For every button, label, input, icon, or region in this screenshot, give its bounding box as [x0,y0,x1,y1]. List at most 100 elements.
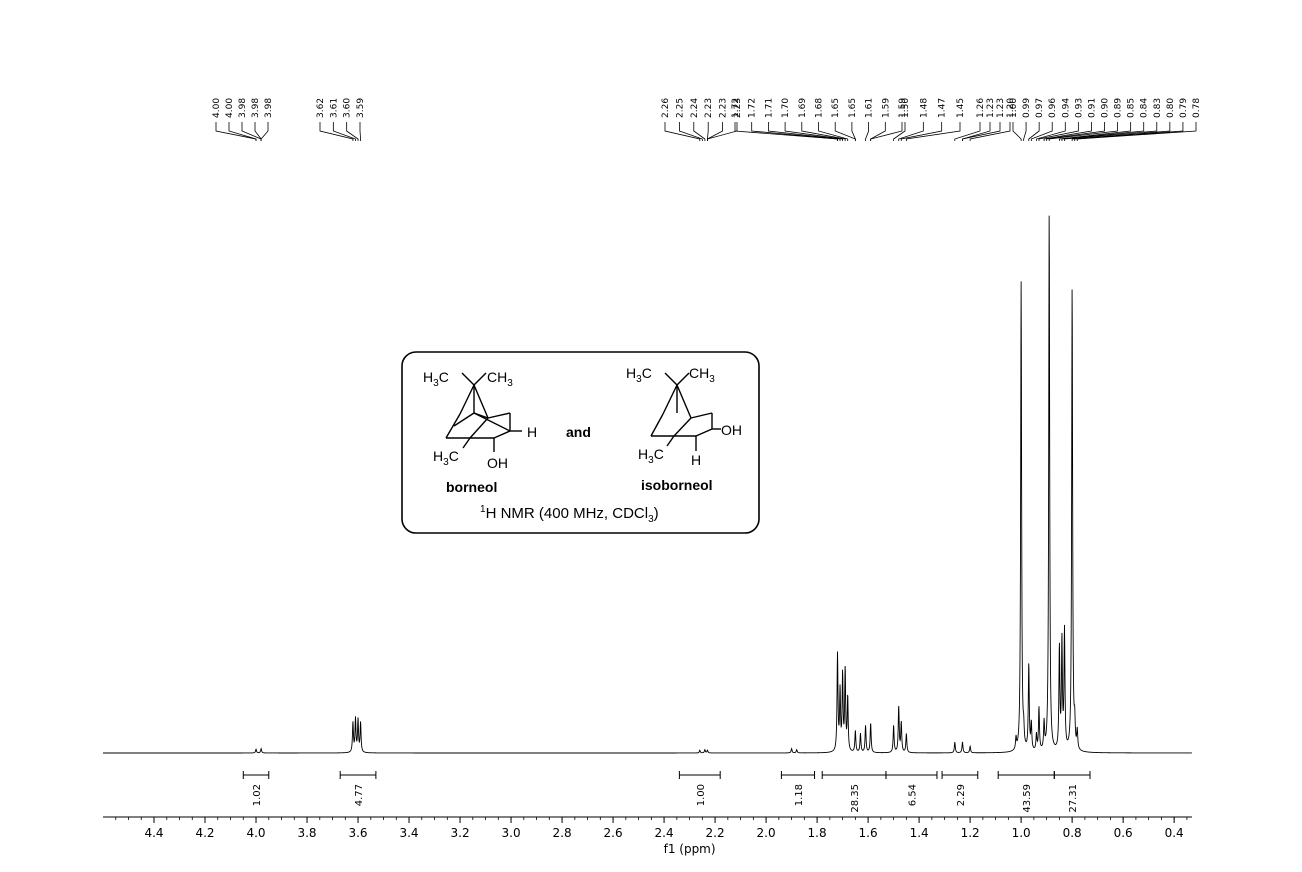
peak-label-connector [679,122,703,141]
peak-label: 0.96 [1048,98,1058,118]
caption-sub: 3 [648,514,654,525]
borneol-h3c-left: H3C [423,369,449,389]
peak-label: 0.90 [1101,98,1111,118]
borneol-oh-sub: OH [487,455,508,471]
peak-label: 3.98 [264,98,274,118]
peak-label: 1.61 [865,98,875,118]
peak-label-connector [707,122,709,141]
x-tick-label: 1.2 [961,826,980,840]
peak-label-connector [1023,122,1027,141]
peak-label: 1.48 [919,98,929,118]
peak-label: 1.00 [1009,98,1019,118]
peak-label-connector [1043,122,1092,141]
integral-value: 6.54 [907,784,918,806]
peak-label-connector [893,122,906,141]
caption-close: ) [654,505,659,522]
peak-label-connector [1048,122,1118,141]
peak-label: 1.45 [956,98,966,118]
peak-label-connector [784,122,844,141]
structure-inset: H3C CH3 H H3C OH borneol and H3C CH3 OH [401,351,760,534]
integral-value: 4.77 [354,784,365,806]
x-tick-label: 4.2 [195,826,214,840]
x-tick-label: 2.2 [706,826,725,840]
peak-label: 1.68 [815,98,825,118]
integral-value: 1.02 [252,784,263,806]
inset-box [401,351,760,534]
peak-label: 3.61 [329,98,339,118]
peak-label: 1.23 [986,98,996,118]
peak-label-connector [969,122,1011,141]
peak-label-connector [693,122,706,141]
peak-label: 2.23 [719,98,729,118]
integral-value: 27.31 [1068,784,1079,813]
and-label: and [566,424,591,440]
peak-label-connector [319,122,354,141]
spectrum-area [103,215,1192,754]
peak-label-connector [664,122,701,141]
x-tick-label: 3.2 [451,826,470,840]
peak-label: 1.70 [781,98,791,118]
peak-label-connector [865,122,869,141]
x-tick-label: 4.0 [246,826,265,840]
isoborneol-name: isoborneol [641,477,713,493]
peak-label-connector [1030,122,1053,141]
peak-label-connector [1071,122,1171,141]
peak-label-connector [1076,122,1197,141]
peak-label: 3.62 [316,98,326,118]
isoborneol-h3c-bottom: H3C [638,446,664,466]
peak-label: 2.23 [733,98,743,118]
borneol-name: borneol [446,479,497,495]
peak-label: 3.98 [238,98,248,118]
peak-label: 1.26 [976,98,986,118]
x-tick-label: 3.4 [399,826,418,840]
peak-label-connector [1038,122,1079,141]
x-tick-label: 2.6 [604,826,623,840]
integral-value: 1.18 [794,784,805,806]
peak-label-connector [359,122,361,141]
peak-label: 1.50 [901,98,911,118]
peak-label: 0.99 [1022,98,1032,118]
x-tick-label: 0.6 [1114,826,1133,840]
x-tick-label: 1.6 [859,826,878,840]
peak-label-connector [801,122,846,141]
peak-label-connector [818,122,849,141]
isoborneol-oh-sub: OH [721,422,742,438]
peak-label-connector [768,122,841,141]
peak-label: 1.65 [831,98,841,118]
isoborneol-h3c-left: H3C [626,365,652,385]
caption-main: H NMR (400 MHz, CDCl [486,505,649,522]
peak-label-connector [962,122,1001,141]
peak-label: 1.59 [881,98,891,118]
borneol-h3c-bottom: H3C [433,448,459,468]
nmr-caption: 1H NMR (400 MHz, CDCl3) [480,504,659,525]
x-tick-label: 3.0 [502,826,521,840]
borneol-skeleton [445,372,522,452]
peak-label: 3.60 [343,98,353,118]
peak-label: 0.84 [1140,98,1150,118]
borneol-h-sub: H [527,424,537,440]
x-tick-label: 0.8 [1063,826,1082,840]
peak-label-connector [1036,122,1066,141]
isoborneol-h-sub: H [691,452,701,468]
peak-label: 1.72 [748,98,758,118]
peak-label-connector [905,122,961,141]
peak-label: 0.79 [1179,98,1189,118]
peak-label: 1.71 [764,98,774,118]
peak-label-connector [1064,122,1158,141]
peak-label: 0.78 [1192,98,1202,118]
x-tick-label: 4.4 [144,826,163,840]
peak-label-connector [346,122,359,141]
peak-label: 2.23 [704,98,714,118]
isoborneol-ch3-right: CH3 [689,365,715,385]
isoborneol-skeleton [650,372,721,451]
peak-label-connector [228,122,257,141]
peak-label: 1.65 [848,98,858,118]
peak-label-connector [870,122,903,141]
peak-label: 2.26 [661,98,671,118]
x-tick-label: 2.4 [655,826,674,840]
peak-label-connector [1046,122,1105,141]
peak-label: 0.93 [1074,98,1084,118]
peak-label: 0.89 [1114,98,1124,118]
x-tick-label: 2.0 [757,826,776,840]
integrals-area: 1.02 4.77 1.00 1.18 28.35 6.54 2.29 43.59 27.31 [242,771,1091,813]
